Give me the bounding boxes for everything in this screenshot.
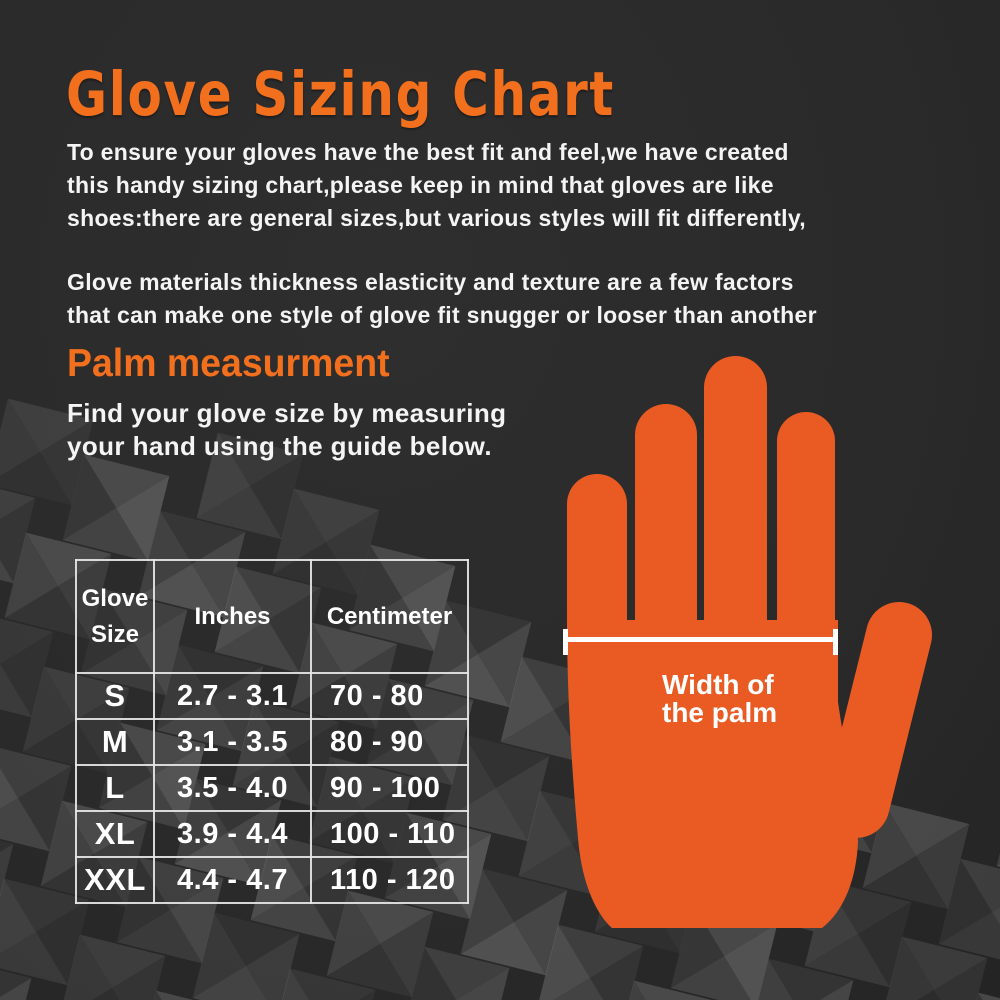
measure-line bbox=[563, 637, 838, 642]
pyramid-stud bbox=[670, 902, 778, 1000]
pyramid-stud bbox=[576, 712, 684, 820]
pyramid-stud bbox=[956, 992, 1000, 1000]
pyramid-stud bbox=[62, 454, 170, 562]
measure-cap-right bbox=[833, 629, 838, 655]
pyramid-stud bbox=[786, 746, 894, 854]
pyramid-stud bbox=[518, 790, 626, 898]
pyramid-stud bbox=[652, 768, 760, 876]
pyramid-stud bbox=[746, 958, 854, 1000]
glove-finger-4 bbox=[777, 412, 835, 674]
glove-palm bbox=[567, 620, 858, 928]
pyramid-stud bbox=[326, 890, 434, 998]
pyramid-stud bbox=[58, 934, 166, 1000]
pyramid-stud bbox=[500, 656, 608, 764]
table-row: M 3.1 - 3.5 80 - 90 bbox=[75, 718, 469, 766]
centimeter-range: 80 - 90 bbox=[310, 718, 469, 766]
pyramid-stud bbox=[192, 912, 300, 1000]
pyramid-stud bbox=[0, 744, 72, 852]
pyramid-stud bbox=[460, 868, 568, 976]
palm-width-label-line2: the palm bbox=[662, 697, 777, 728]
glove-size-value: L bbox=[75, 764, 155, 812]
centimeter-range: 70 - 80 bbox=[310, 672, 469, 720]
table-row: S 2.7 - 3.1 70 - 80 bbox=[75, 672, 469, 720]
inches-range: 3.5 - 4.0 bbox=[153, 764, 312, 812]
table-row: XL 3.9 - 4.4 100 - 110 bbox=[75, 810, 469, 858]
palm-width-measure bbox=[563, 629, 838, 655]
glove-finger-1 bbox=[567, 474, 627, 674]
inches-range: 3.1 - 3.5 bbox=[153, 718, 312, 766]
pyramid-stud bbox=[862, 802, 970, 910]
col-header-glove-size: Glove Size bbox=[75, 559, 155, 674]
table-row: XXL 4.4 - 4.7 110 - 120 bbox=[75, 856, 469, 904]
palm-measurement-heading: Palm measurment bbox=[67, 342, 390, 385]
pyramid-stud bbox=[402, 946, 510, 1000]
pyramid-stud bbox=[938, 858, 1000, 966]
pyramid-stud bbox=[710, 690, 818, 798]
pyramid-stud bbox=[634, 634, 742, 742]
centimeter-range: 90 - 100 bbox=[310, 764, 469, 812]
glove-finger-2 bbox=[635, 404, 697, 674]
pyramid-stud bbox=[134, 990, 242, 1000]
col-header-inches: Inches bbox=[153, 559, 312, 674]
inches-range: 3.9 - 4.4 bbox=[153, 810, 312, 858]
glove-size-value: S bbox=[75, 672, 155, 720]
page-title: Glove Sizing Chart bbox=[66, 59, 615, 130]
pyramid-stud bbox=[0, 476, 36, 584]
centimeter-range: 100 - 110 bbox=[310, 810, 469, 858]
pyramid-stud bbox=[0, 610, 54, 718]
glove-size-value: XL bbox=[75, 810, 155, 858]
pyramid-stud bbox=[0, 956, 32, 1000]
inches-range: 4.4 - 4.7 bbox=[153, 856, 312, 904]
col-header-centimeter: Centimeter bbox=[310, 559, 469, 674]
pyramid-stud bbox=[804, 880, 912, 988]
intro-text: To ensure your gloves have the best fit … bbox=[67, 139, 806, 231]
pyramid-stud bbox=[536, 924, 644, 1000]
glove-size-value: XXL bbox=[75, 856, 155, 904]
pyramid-stud bbox=[880, 936, 988, 1000]
pyramid-stud bbox=[612, 980, 720, 1000]
sizing-table: Glove Size Inches Centimeter S 2.7 - 3.1 7… bbox=[75, 559, 469, 904]
pyramid-stud bbox=[594, 846, 702, 954]
glove-thumb bbox=[823, 602, 932, 838]
pyramid-stud bbox=[996, 780, 1000, 888]
materials-note: Glove materials thickness elasticity and… bbox=[67, 269, 817, 328]
glove-finger-3 bbox=[704, 356, 767, 676]
pyramid-stud bbox=[268, 968, 376, 1000]
palm-width-label-line1: Width of bbox=[662, 669, 774, 700]
pyramid-stud bbox=[0, 822, 14, 930]
measure-cap-left bbox=[563, 629, 568, 655]
glove-size-value: M bbox=[75, 718, 155, 766]
pyramid-stud bbox=[728, 824, 836, 932]
centimeter-range: 110 - 120 bbox=[310, 856, 469, 904]
inches-range: 2.7 - 3.1 bbox=[153, 672, 312, 720]
table-row: L 3.5 - 4.0 90 - 100 bbox=[75, 764, 469, 812]
table-header-row: Glove Size Inches Centimeter bbox=[75, 559, 469, 674]
measure-instruction: Find your glove size by measuring your h… bbox=[67, 398, 507, 461]
